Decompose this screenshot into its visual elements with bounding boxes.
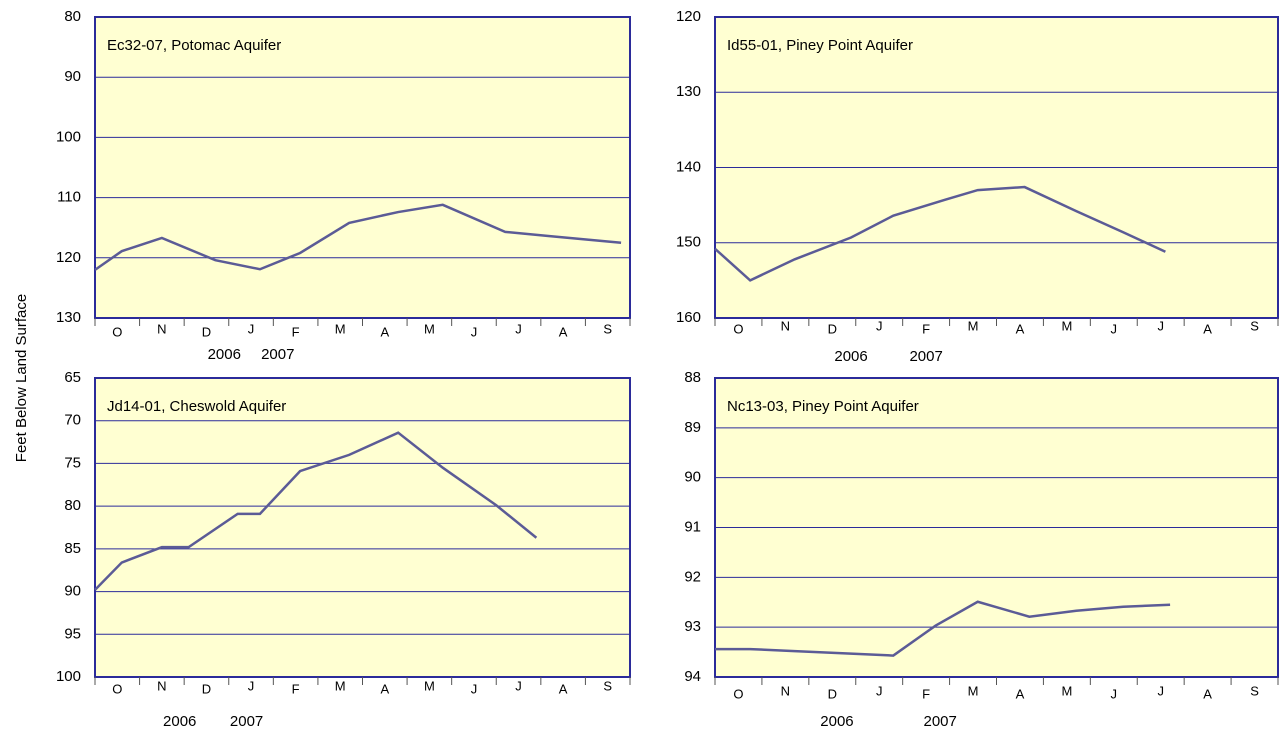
x-tick-label: D bbox=[828, 321, 837, 336]
y-tick-label: 160 bbox=[676, 309, 701, 326]
x-tick-label: J bbox=[248, 678, 255, 693]
y-tick-label: 110 bbox=[57, 189, 81, 206]
y-tick-label: 120 bbox=[676, 8, 701, 25]
year-label: 2007 bbox=[230, 713, 263, 730]
x-tick-label: A bbox=[559, 681, 568, 696]
x-tick-label: N bbox=[781, 318, 790, 333]
x-tick-label: M bbox=[424, 678, 435, 693]
x-tick-label: M bbox=[1061, 318, 1072, 333]
year-label: 2006 bbox=[834, 348, 867, 365]
data-line bbox=[94, 203, 622, 271]
x-tick-label: O bbox=[733, 686, 743, 701]
plot-area bbox=[95, 378, 630, 677]
y-tick-label: 140 bbox=[676, 158, 701, 175]
x-tick-label: O bbox=[112, 324, 122, 339]
panel-title: Ec32-07, Potomac Aquifer bbox=[107, 37, 281, 54]
y-tick-label: 89 bbox=[684, 419, 701, 436]
x-tick-label: J bbox=[876, 683, 883, 698]
x-tick-label: J bbox=[1157, 683, 1164, 698]
y-tick-label: 91 bbox=[684, 518, 701, 535]
x-tick-label: O bbox=[112, 681, 122, 696]
data-line bbox=[714, 185, 1166, 282]
y-tick-label: 130 bbox=[56, 309, 81, 326]
x-tick-label: J bbox=[876, 318, 883, 333]
x-tick-label: S bbox=[1250, 318, 1259, 333]
x-tick-label: S bbox=[603, 678, 612, 693]
x-tick-label: A bbox=[1203, 321, 1212, 336]
x-tick-label: A bbox=[380, 324, 389, 339]
y-tick-label: 92 bbox=[684, 568, 701, 585]
x-tick-label: D bbox=[202, 681, 211, 696]
x-tick-label: D bbox=[828, 686, 837, 701]
panel-title: Nc13-03, Piney Point Aquifer bbox=[727, 398, 919, 415]
x-tick-label: A bbox=[1016, 686, 1025, 701]
x-tick-label: J bbox=[471, 681, 478, 696]
x-tick-label: S bbox=[1250, 683, 1259, 698]
x-tick-label: J bbox=[471, 324, 478, 339]
y-tick-label: 130 bbox=[676, 83, 701, 100]
data-line bbox=[94, 431, 538, 591]
y-tick-label: 88 bbox=[684, 369, 701, 386]
x-tick-label: M bbox=[968, 683, 979, 698]
x-tick-label: F bbox=[292, 681, 300, 696]
x-tick-label: M bbox=[335, 678, 346, 693]
y-tick-label: 80 bbox=[64, 497, 81, 514]
x-tick-label: M bbox=[335, 321, 346, 336]
y-tick-label: 120 bbox=[56, 249, 81, 266]
year-label: 2006 bbox=[163, 713, 196, 730]
x-tick-label: A bbox=[1203, 686, 1212, 701]
year-label: 2007 bbox=[924, 713, 957, 730]
x-tick-label: J bbox=[248, 321, 255, 336]
x-tick-label: J bbox=[515, 321, 522, 336]
x-tick-label: S bbox=[603, 321, 612, 336]
y-tick-label: 93 bbox=[684, 618, 701, 635]
y-tick-label: 70 bbox=[64, 412, 81, 429]
x-tick-label: N bbox=[781, 683, 790, 698]
x-tick-label: A bbox=[559, 324, 568, 339]
y-tick-label: 75 bbox=[64, 454, 81, 471]
y-tick-label: 90 bbox=[64, 68, 81, 85]
y-tick-label: 80 bbox=[64, 8, 81, 25]
x-tick-label: F bbox=[922, 321, 930, 336]
x-tick-label: F bbox=[922, 686, 930, 701]
x-tick-label: J bbox=[1157, 318, 1164, 333]
y-tick-label: 65 bbox=[64, 369, 81, 386]
y-tick-label: 150 bbox=[676, 234, 701, 251]
x-tick-label: O bbox=[733, 321, 743, 336]
x-tick-label: N bbox=[157, 321, 166, 336]
y-tick-label: 90 bbox=[684, 469, 701, 486]
x-tick-label: A bbox=[380, 681, 389, 696]
y-tick-label: 95 bbox=[64, 625, 81, 642]
x-tick-label: F bbox=[292, 324, 300, 339]
year-label: 2007 bbox=[261, 346, 294, 363]
plot-area bbox=[95, 17, 630, 318]
x-tick-label: D bbox=[202, 324, 211, 339]
y-tick-label: 94 bbox=[684, 668, 701, 685]
x-tick-label: A bbox=[1016, 321, 1025, 336]
x-tick-label: M bbox=[1061, 683, 1072, 698]
y-tick-label: 100 bbox=[56, 128, 81, 145]
x-tick-label: J bbox=[1111, 321, 1118, 336]
y-tick-label: 85 bbox=[64, 540, 81, 557]
y-tick-label: 90 bbox=[64, 583, 81, 600]
panel-title: Id55-01, Piney Point Aquifer bbox=[727, 37, 913, 54]
x-tick-label: M bbox=[968, 318, 979, 333]
x-tick-label: J bbox=[515, 678, 522, 693]
x-tick-label: M bbox=[424, 321, 435, 336]
year-label: 2006 bbox=[820, 713, 853, 730]
y-axis-label: Feet Below Land Surface bbox=[13, 294, 30, 462]
panel-title: Jd14-01, Cheswold Aquifer bbox=[107, 398, 286, 415]
x-tick-label: N bbox=[157, 678, 166, 693]
x-tick-label: J bbox=[1111, 686, 1118, 701]
year-label: 2007 bbox=[909, 348, 942, 365]
data-line bbox=[715, 600, 1171, 657]
year-label: 2006 bbox=[208, 346, 241, 363]
y-tick-label: 100 bbox=[56, 668, 81, 685]
